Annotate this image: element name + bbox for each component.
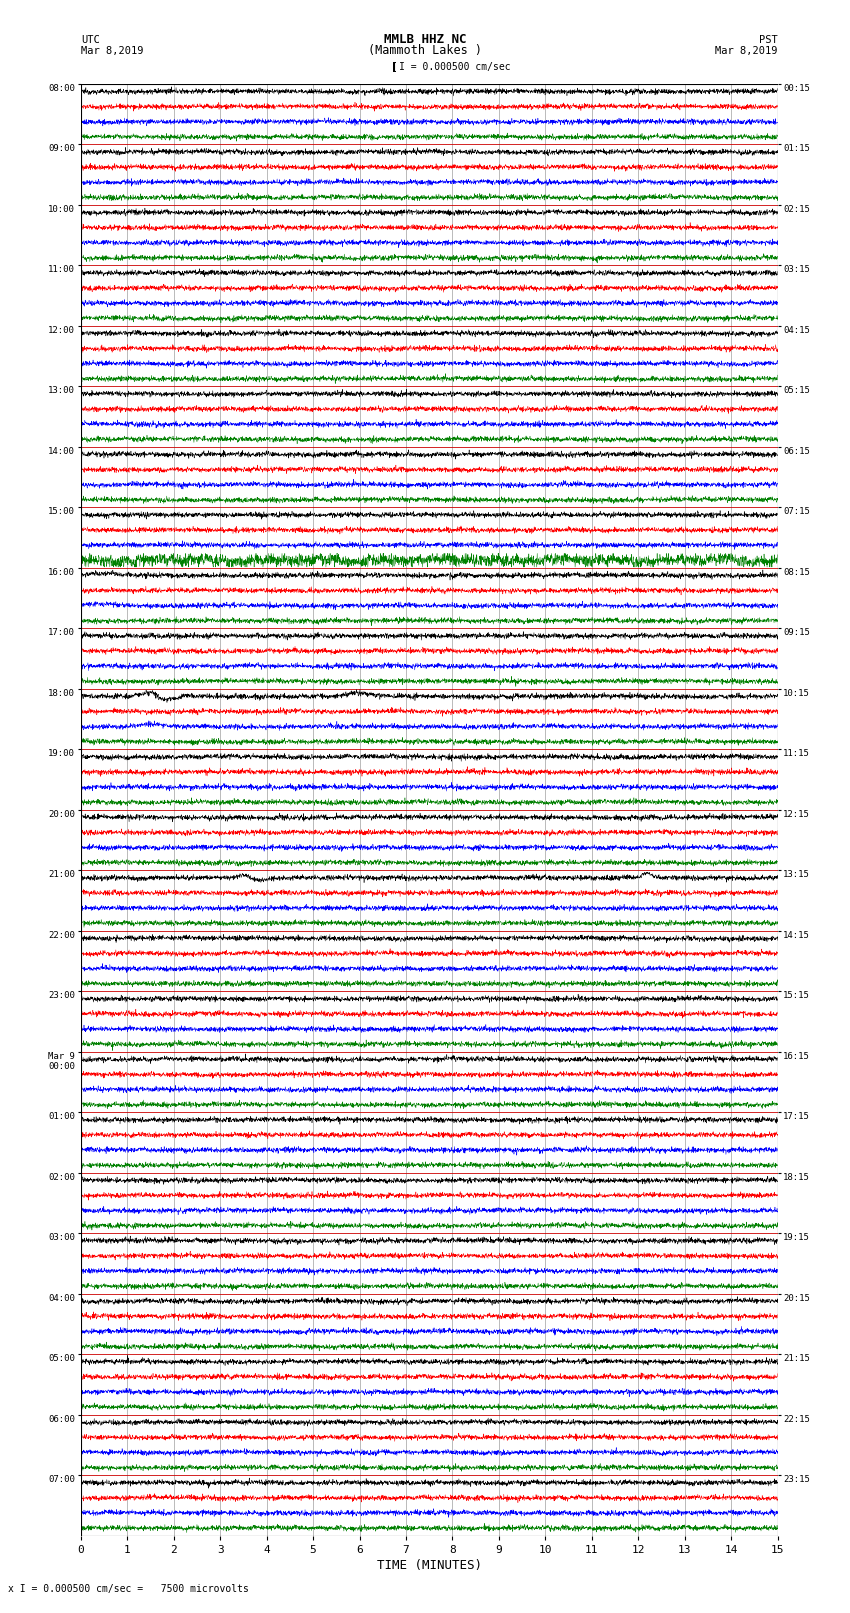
Text: Mar 8,2019: Mar 8,2019 (81, 47, 144, 56)
X-axis label: TIME (MINUTES): TIME (MINUTES) (377, 1558, 482, 1571)
Text: I = 0.000500 cm/sec: I = 0.000500 cm/sec (399, 61, 510, 73)
Text: (Mammoth Lakes ): (Mammoth Lakes ) (368, 44, 482, 58)
Text: PST: PST (759, 35, 778, 45)
Text: x I = 0.000500 cm/sec =   7500 microvolts: x I = 0.000500 cm/sec = 7500 microvolts (8, 1584, 249, 1594)
Text: Mar 8,2019: Mar 8,2019 (715, 47, 778, 56)
Text: UTC: UTC (81, 35, 99, 45)
Text: MMLB HHZ NC: MMLB HHZ NC (383, 32, 467, 45)
